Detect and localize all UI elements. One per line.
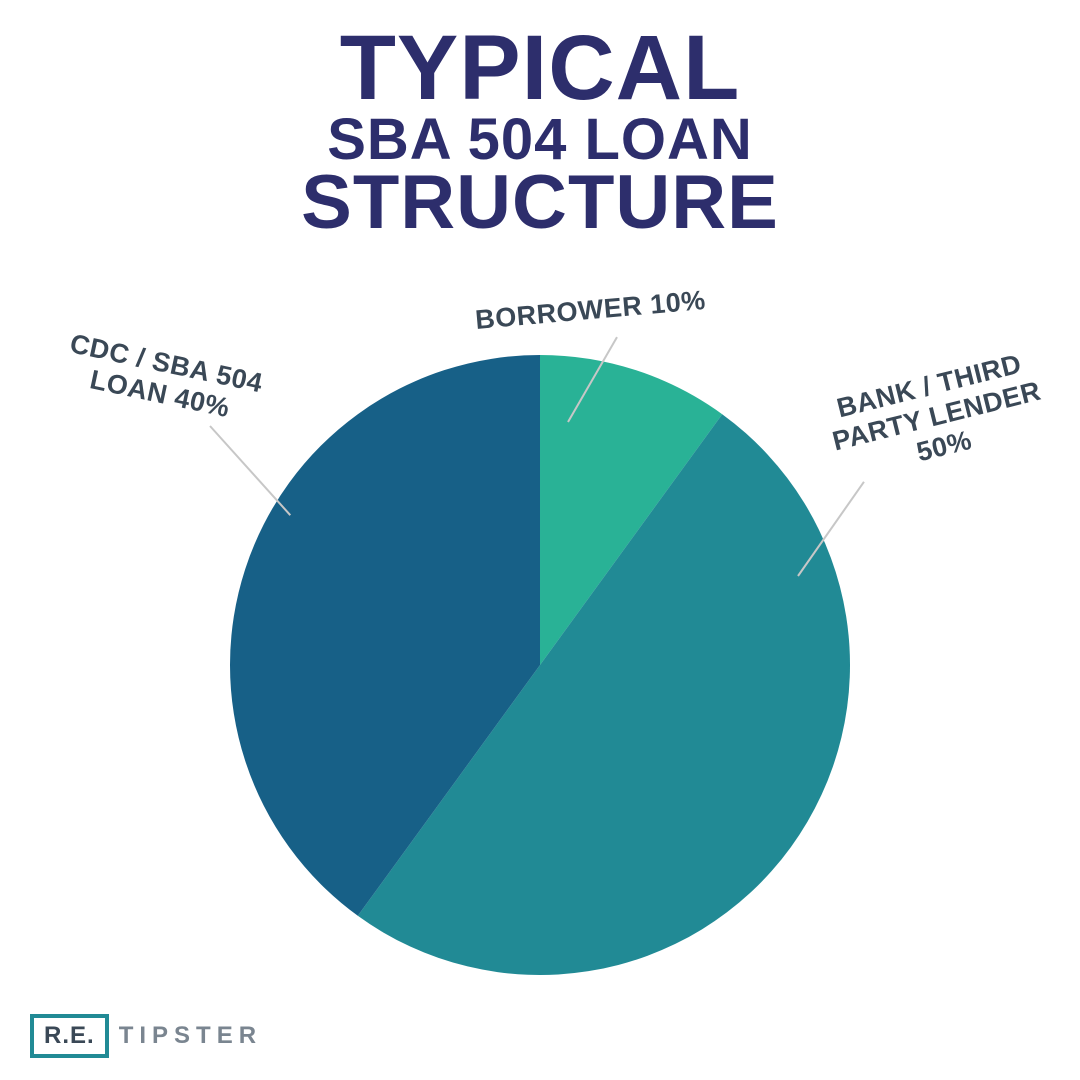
- title-line-2: SBA 504 LOAN: [0, 112, 1080, 167]
- title-line-1: TYPICAL: [0, 25, 1080, 112]
- pie-svg: [230, 355, 850, 975]
- logo-word: TIPSTER: [119, 1022, 262, 1050]
- slice-label: BANK / THIRD PARTY LENDER 50%: [822, 346, 1052, 488]
- chart-title: TYPICAL SBA 504 LOAN STRUCTURE: [0, 25, 1080, 240]
- slice-label: CDC / SBA 504 LOAN 40%: [61, 328, 266, 430]
- title-line-3: STRUCTURE: [0, 167, 1080, 239]
- brand-logo: R.E. TIPSTER: [30, 1014, 262, 1058]
- logo-box: R.E.: [30, 1014, 109, 1058]
- pie-chart: [230, 355, 850, 975]
- slice-label: BORROWER 10%: [474, 285, 707, 336]
